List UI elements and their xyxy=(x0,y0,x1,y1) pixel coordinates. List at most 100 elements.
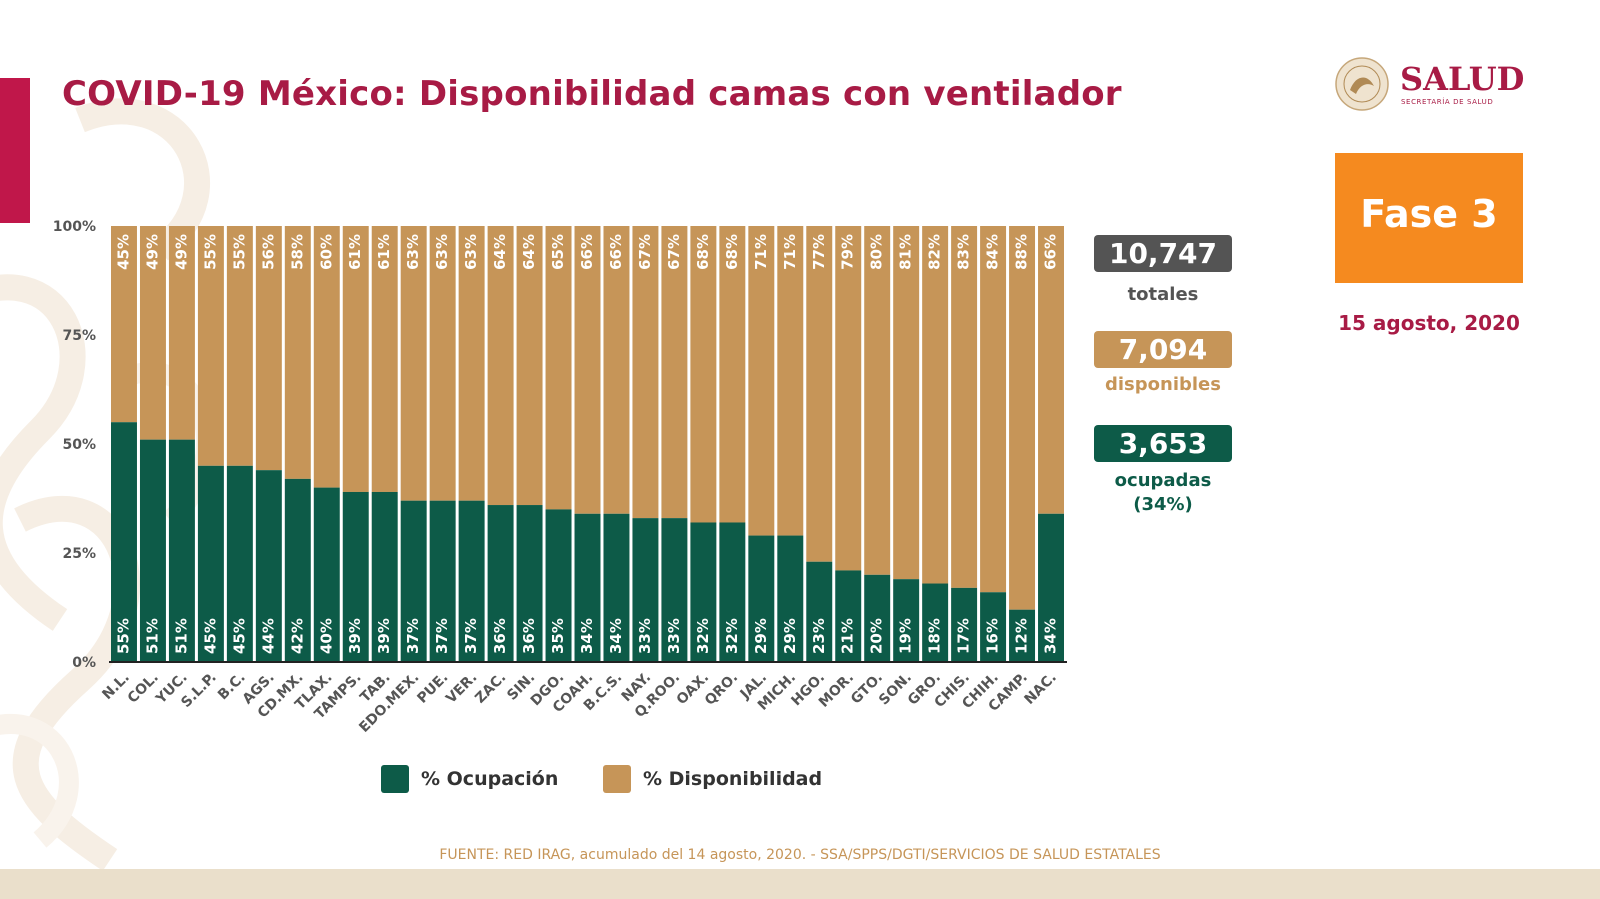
data-label-disponibilidad: 58% xyxy=(288,234,306,270)
data-label-disponibilidad: 63% xyxy=(404,234,422,270)
bar-disponibilidad xyxy=(574,226,601,514)
data-label-ocupacion: 20% xyxy=(868,618,886,654)
bar-disponibilidad xyxy=(197,226,224,466)
bar-ocupacion xyxy=(690,522,717,662)
bar-ocupacion xyxy=(545,509,572,662)
x-category-label: COL. xyxy=(125,670,162,707)
data-label-disponibilidad: 77% xyxy=(810,234,828,270)
data-label-ocupacion: 34% xyxy=(607,618,625,654)
bar-ocupacion xyxy=(284,478,311,662)
bar-ocupacion xyxy=(371,491,398,662)
bar-disponibilidad xyxy=(458,226,485,501)
logo-wordmark: SALUD xyxy=(1400,60,1525,98)
data-label-disponibilidad: 61% xyxy=(375,234,393,270)
data-label-ocupacion: 34% xyxy=(1042,618,1060,654)
occupied-beds-label: ocupadas xyxy=(1114,470,1212,491)
bar-ocupacion xyxy=(197,465,224,662)
data-label-ocupacion: 42% xyxy=(288,618,306,654)
legend-swatch-occupied xyxy=(381,765,409,793)
bar-ocupacion xyxy=(516,505,543,662)
bar-ocupacion xyxy=(748,535,775,662)
x-category-label: ZAC. xyxy=(472,670,509,707)
data-label-ocupacion: 40% xyxy=(317,618,335,654)
data-label-ocupacion: 33% xyxy=(665,618,683,654)
bar-disponibilidad xyxy=(1009,226,1036,610)
occupied-beds-value: 3,653 xyxy=(1094,425,1232,462)
bar-disponibilidad xyxy=(748,226,775,536)
bar-ocupacion xyxy=(603,513,630,662)
bar-disponibilidad xyxy=(951,226,978,588)
bar-ocupacion xyxy=(661,518,688,662)
bar-disponibilidad xyxy=(1038,226,1064,514)
bar-disponibilidad xyxy=(516,226,543,506)
data-label-ocupacion: 33% xyxy=(636,618,654,654)
bar-ocupacion xyxy=(922,583,949,662)
data-label-disponibilidad: 79% xyxy=(839,234,857,270)
phase-label: Fase 3 xyxy=(1360,192,1498,236)
bar-disponibilidad xyxy=(400,226,427,501)
data-label-disponibilidad: 67% xyxy=(665,234,683,270)
data-label-ocupacion: 37% xyxy=(462,618,480,654)
y-tick-label: 50% xyxy=(62,437,96,453)
data-label-disponibilidad: 61% xyxy=(346,234,364,270)
data-label-disponibilidad: 82% xyxy=(926,234,944,270)
bar-disponibilidad xyxy=(603,226,630,514)
bar-ocupacion xyxy=(574,513,601,662)
data-label-disponibilidad: 80% xyxy=(868,234,886,270)
bar-ocupacion xyxy=(864,574,891,662)
source-note: FUENTE: RED IRAG, acumulado del 14 agost… xyxy=(439,847,1161,863)
data-label-ocupacion: 37% xyxy=(404,618,422,654)
data-label-ocupacion: 51% xyxy=(172,618,190,654)
data-label-ocupacion: 29% xyxy=(781,618,799,654)
data-label-disponibilidad: 55% xyxy=(230,234,248,270)
total-beds-label: totales xyxy=(1127,284,1199,305)
bar-disponibilidad xyxy=(342,226,369,492)
available-beds-value: 7,094 xyxy=(1094,331,1232,368)
data-label-ocupacion: 55% xyxy=(114,618,132,654)
data-label-ocupacion: 23% xyxy=(810,618,828,654)
bar-disponibilidad xyxy=(980,226,1007,593)
data-label-disponibilidad: 63% xyxy=(462,234,480,270)
data-label-ocupacion: 34% xyxy=(578,618,596,654)
bar-ocupacion xyxy=(342,491,369,662)
data-label-ocupacion: 29% xyxy=(752,618,770,654)
bar-ocupacion xyxy=(139,439,166,662)
data-label-ocupacion: 45% xyxy=(230,618,248,654)
data-label-ocupacion: 39% xyxy=(346,618,364,654)
bar-ocupacion xyxy=(632,518,659,662)
bar-disponibilidad xyxy=(632,226,659,519)
bar-disponibilidad xyxy=(284,226,311,479)
data-label-ocupacion: 39% xyxy=(375,618,393,654)
data-label-disponibilidad: 71% xyxy=(752,234,770,270)
data-label-ocupacion: 36% xyxy=(491,618,509,654)
y-tick-label: 0% xyxy=(72,655,96,671)
data-label-disponibilidad: 55% xyxy=(201,234,219,270)
bar-disponibilidad xyxy=(545,226,572,510)
salud-logo xyxy=(1335,57,1389,111)
bar-disponibilidad xyxy=(922,226,949,584)
x-category-label: NAC. xyxy=(1022,670,1060,708)
bar-disponibilidad xyxy=(371,226,398,492)
data-label-disponibilidad: 49% xyxy=(172,234,190,270)
data-label-disponibilidad: 68% xyxy=(723,234,741,270)
data-label-ocupacion: 21% xyxy=(839,618,857,654)
data-label-ocupacion: 16% xyxy=(984,618,1002,654)
data-label-disponibilidad: 71% xyxy=(781,234,799,270)
x-category-label: VER. xyxy=(443,670,480,707)
bar-disponibilidad xyxy=(835,226,862,571)
data-label-disponibilidad: 66% xyxy=(607,234,625,270)
bar-ocupacion xyxy=(835,570,862,662)
data-label-disponibilidad: 63% xyxy=(433,234,451,270)
data-label-ocupacion: 17% xyxy=(955,618,973,654)
bar-ocupacion xyxy=(719,522,746,662)
y-tick-label: 100% xyxy=(53,219,96,235)
bar-disponibilidad xyxy=(255,226,282,471)
data-label-disponibilidad: 45% xyxy=(114,234,132,270)
bar-ocupacion xyxy=(1009,609,1036,662)
data-label-disponibilidad: 64% xyxy=(491,234,509,270)
data-label-ocupacion: 32% xyxy=(694,618,712,654)
data-label-disponibilidad: 56% xyxy=(259,234,277,270)
data-label-ocupacion: 37% xyxy=(433,618,451,654)
bar-disponibilidad xyxy=(661,226,688,519)
bar-ocupacion xyxy=(111,422,137,662)
